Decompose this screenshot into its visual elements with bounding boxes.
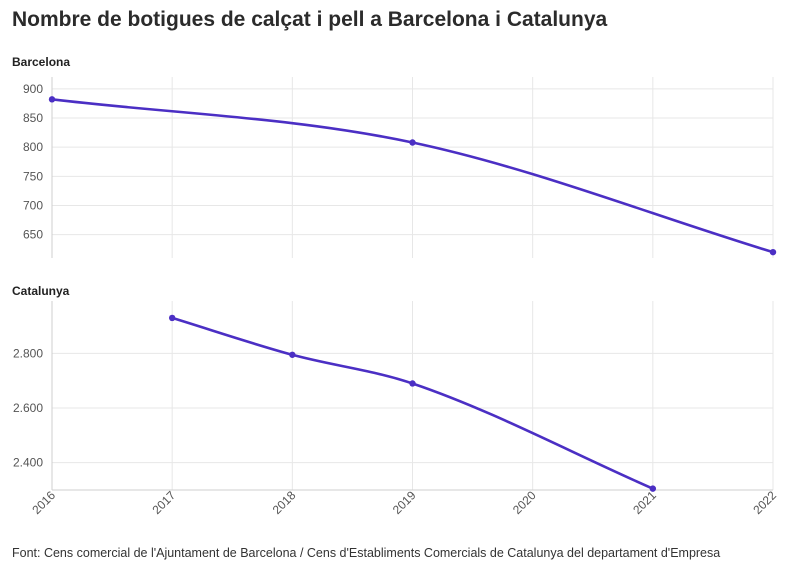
x-tick-label: 2019 — [390, 488, 419, 517]
data-point — [409, 139, 416, 146]
x-tick-label: 2017 — [150, 488, 179, 517]
x-tick-label: 2016 — [29, 488, 58, 517]
x-tick-label: 2018 — [270, 488, 299, 517]
y-tick-label: 850 — [23, 111, 43, 125]
data-point — [649, 485, 657, 492]
data-point — [48, 96, 56, 103]
panel-catalunya: Catalunya 2.400 2.600 2.800 — [12, 284, 774, 492]
chart-title: Nombre de botigues de calçat i pell a Ba… — [12, 8, 608, 31]
panel-barcelona: Barcelona 650 700 750 800 850 900 — [12, 55, 777, 258]
y-tick-label: 650 — [23, 228, 43, 242]
x-axis: 2016 2017 2018 2019 2020 2021 2022 — [29, 488, 779, 517]
x-tick-label: 2020 — [510, 488, 539, 517]
source-note: Font: Cens comercial de l'Ajuntament de … — [12, 546, 721, 560]
y-tick-label: 800 — [23, 140, 43, 154]
panel-title-catalunya: Catalunya — [12, 284, 70, 298]
x-tick-label: 2022 — [750, 488, 779, 517]
data-point — [769, 248, 777, 256]
y-tick-label: 900 — [23, 82, 43, 96]
y-tick-label: 2.400 — [13, 456, 43, 470]
y-tick-label: 700 — [23, 199, 43, 213]
panel-title-barcelona: Barcelona — [12, 55, 70, 69]
y-tick-label: 2.600 — [13, 401, 43, 415]
data-point — [289, 351, 296, 358]
x-tick-label: 2021 — [630, 488, 659, 517]
y-tick-label: 2.800 — [13, 346, 43, 360]
y-tick-label: 750 — [23, 169, 43, 183]
series-line-catalunya — [170, 316, 655, 490]
data-point — [168, 314, 176, 322]
data-point — [409, 380, 416, 387]
